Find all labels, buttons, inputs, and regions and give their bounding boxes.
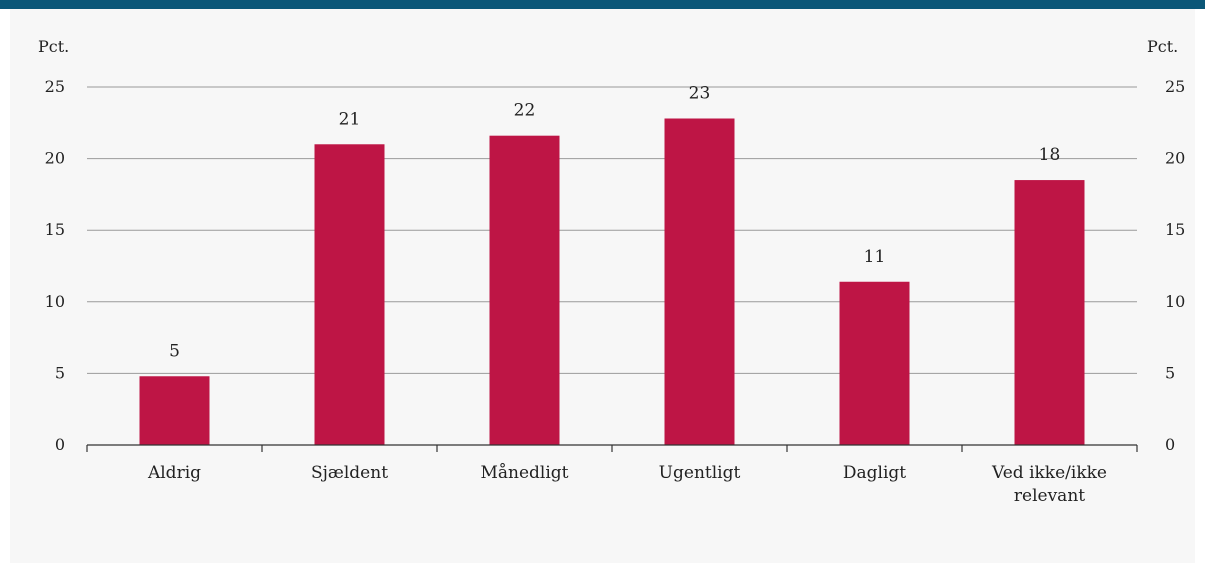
right-y-tick-label: 25 (1165, 77, 1185, 96)
right-y-tick-label: 15 (1165, 220, 1185, 239)
left-y-tick-label: 25 (45, 77, 65, 96)
left-y-tick-label: 0 (55, 435, 65, 454)
bar-value-label: 5 (169, 341, 180, 361)
x-category-label: Sjældent (311, 463, 388, 483)
bar (489, 135, 560, 446)
bar (839, 281, 910, 445)
x-category-label: Aldrig (147, 463, 201, 483)
bar (139, 376, 210, 445)
left-y-axis: Pct. 0 5 10 15 20 25 (38, 37, 69, 454)
x-axis: Aldrig Sjældent Månedligt Ugentligt Dagligt V… (86, 444, 1138, 506)
chart-panel (10, 9, 1195, 563)
top-accent-bar (0, 0, 1205, 9)
right-y-tick-label: 0 (1165, 435, 1175, 454)
x-category-label: Ugentligt (659, 463, 741, 483)
bar-value-label: 22 (514, 101, 536, 121)
bar-value-label: 23 (689, 84, 711, 104)
left-y-tick-label: 15 (45, 220, 65, 239)
right-y-axis: Pct. 0 5 10 15 20 25 (1147, 37, 1185, 454)
bar (314, 144, 385, 445)
bar-value-label: 18 (1039, 145, 1061, 165)
x-category-label: Dagligt (843, 463, 906, 483)
x-category-label: Månedligt (480, 463, 568, 483)
right-y-tick-label: 10 (1165, 292, 1185, 311)
right-y-unit: Pct. (1147, 37, 1178, 56)
left-y-tick-label: 5 (55, 363, 65, 382)
left-y-unit: Pct. (38, 37, 69, 56)
left-y-tick-label: 10 (45, 292, 65, 311)
right-y-tick-label: 20 (1165, 149, 1185, 168)
bar-value-label: 21 (339, 109, 361, 129)
bar-value-label: 11 (864, 247, 886, 267)
gridlines (87, 86, 1137, 374)
left-y-tick-label: 20 (45, 149, 65, 168)
x-category-label: Ved ikke/ikke relevant (991, 463, 1107, 506)
bars-group: 5 21 22 23 11 18 (139, 84, 1085, 446)
bar (664, 118, 735, 445)
right-y-tick-label: 5 (1165, 363, 1175, 382)
bar (1014, 180, 1085, 445)
